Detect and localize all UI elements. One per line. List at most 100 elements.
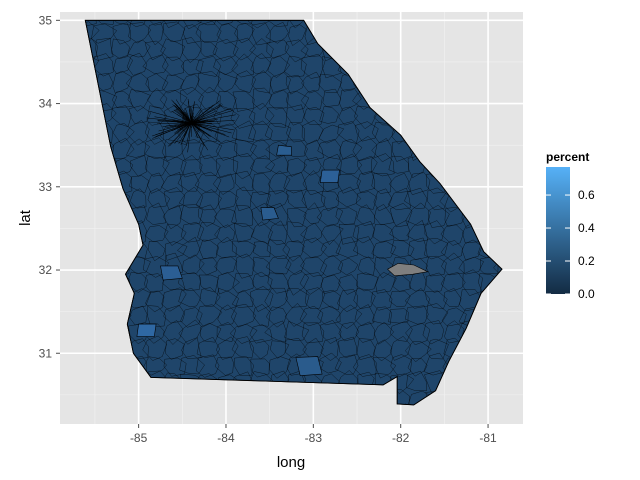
tract-boundary <box>194 171 222 193</box>
tract-boundary <box>425 290 448 310</box>
tract-boundary <box>163 320 184 345</box>
tract-boundary <box>147 21 164 46</box>
tract-boundary <box>288 24 307 46</box>
tract-boundary <box>267 220 288 246</box>
tract-boundary <box>371 121 396 144</box>
tract-boundary <box>373 339 393 362</box>
tract-boundary <box>284 320 310 341</box>
tract-boundary <box>235 253 256 279</box>
legend-breaks: 0.0 0.2 0.4 0.6 <box>546 188 595 301</box>
tract-boundary <box>144 225 169 242</box>
tract-boundary <box>148 20 168 26</box>
tract-boundary <box>408 390 431 405</box>
tract-boundary <box>180 122 192 145</box>
tract-boundary <box>250 286 274 312</box>
tract-boundary <box>422 320 445 345</box>
tract-boundary <box>300 257 328 277</box>
tract-boundary <box>440 272 466 293</box>
tract-boundary <box>389 203 413 228</box>
tract-boundary <box>232 37 256 61</box>
legend-break-label: 0.2 <box>578 254 595 268</box>
y-tick-label: 35 <box>39 13 53 27</box>
tract-boundary <box>129 305 148 326</box>
tract-boundary <box>249 138 270 160</box>
tract-boundary <box>284 39 309 63</box>
tract-boundary <box>112 70 133 94</box>
tract-boundary <box>146 172 165 194</box>
tract-boundary <box>389 320 413 342</box>
tract-boundary <box>440 240 463 261</box>
tract-boundary <box>215 288 239 311</box>
tract-boundary <box>428 205 450 228</box>
tract-boundary <box>110 38 130 59</box>
tract-boundary <box>213 173 235 195</box>
tract-boundary <box>404 187 428 209</box>
tract-boundary <box>149 110 192 123</box>
y-tick-label: 33 <box>39 180 53 194</box>
tract-boundary <box>424 238 449 260</box>
legend-break-label: 0.0 <box>578 287 595 301</box>
tract-boundary <box>407 172 431 195</box>
tract-boundary <box>373 356 397 379</box>
tract-boundary <box>285 288 310 308</box>
tract-boundary <box>321 191 339 212</box>
tract-boundary <box>231 336 255 359</box>
tract-boundary <box>127 39 151 58</box>
tract-boundary <box>125 72 150 93</box>
tract-boundary <box>164 241 188 261</box>
tract-boundary <box>232 272 255 294</box>
missing-tract <box>387 263 429 277</box>
tract-boundary <box>178 319 203 345</box>
tract-boundary <box>161 74 184 94</box>
tract-boundary <box>190 114 236 123</box>
tract-boundary <box>198 274 219 293</box>
tract-boundary <box>425 272 445 293</box>
tract-boundary <box>190 104 223 123</box>
tract-boundary <box>195 189 222 211</box>
tract-boundary <box>267 170 291 195</box>
tract-boundary <box>387 187 411 211</box>
tract-boundary <box>355 321 376 343</box>
tract-boundary <box>304 287 326 309</box>
tract-boundary <box>190 103 222 123</box>
tract-boundary <box>371 306 392 325</box>
tract-boundary <box>304 139 324 162</box>
tract-highlight <box>260 207 279 221</box>
tract-boundary <box>302 337 324 358</box>
tract-boundary <box>198 86 221 113</box>
tract-boundary <box>161 171 183 193</box>
tract-boundary <box>440 224 465 246</box>
tract-boundary <box>335 207 358 225</box>
tract-boundary <box>179 204 204 225</box>
tract-boundary <box>197 71 221 94</box>
tract-boundary <box>231 289 254 308</box>
tract-boundary <box>388 290 411 307</box>
tract-boundary <box>144 121 164 145</box>
tract-boundary <box>176 114 192 123</box>
legend-break-label: 0.6 <box>578 188 595 202</box>
tract-boundary <box>266 39 290 59</box>
tract-boundary <box>301 71 321 94</box>
tract-boundary <box>175 99 192 123</box>
tract-boundary <box>190 110 203 123</box>
tract-boundary <box>178 288 201 308</box>
tract-boundary <box>112 123 135 144</box>
tract-boundary <box>147 188 171 208</box>
tract-boundary <box>390 240 415 258</box>
tract-boundary <box>178 272 202 292</box>
tract-boundary <box>339 138 363 160</box>
tract-boundary <box>249 324 273 344</box>
tract-boundary <box>216 236 237 258</box>
tract-boundary <box>251 173 271 196</box>
x-tick-label: -82 <box>392 431 410 445</box>
tract-boundary <box>181 139 205 161</box>
tract-boundary <box>266 239 290 260</box>
tract-boundary <box>217 272 240 295</box>
tract-boundary <box>425 255 447 277</box>
tract-boundary <box>127 89 151 112</box>
tract-boundary <box>375 272 397 294</box>
tract-boundary <box>269 72 291 93</box>
tract-boundary <box>161 56 184 76</box>
y-tick-label: 31 <box>39 346 53 360</box>
